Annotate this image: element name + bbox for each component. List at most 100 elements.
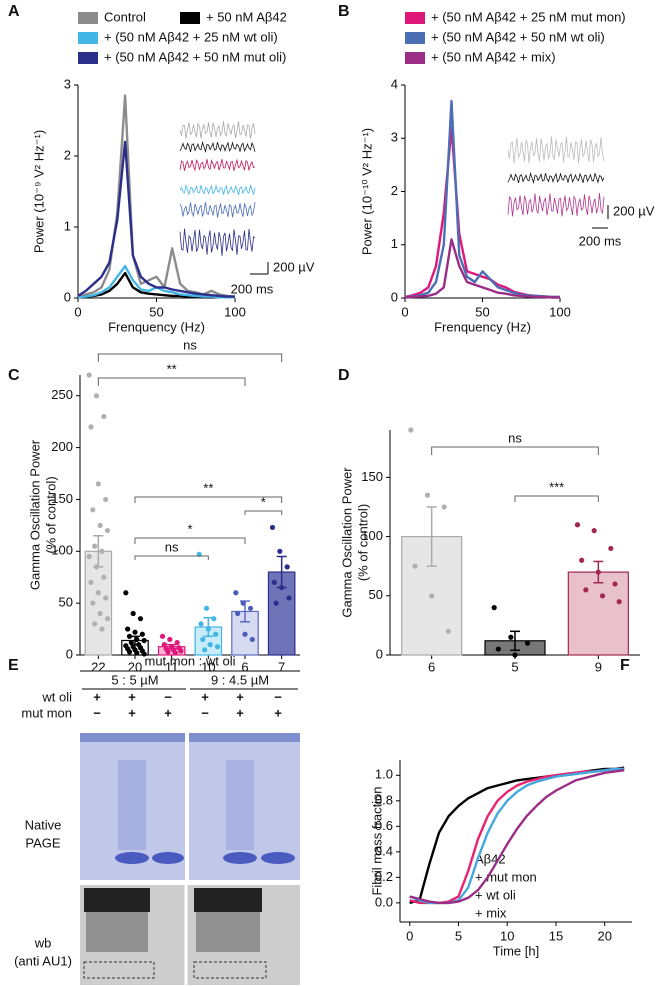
data-point	[408, 427, 414, 433]
significance-label: *	[261, 494, 266, 509]
data-point	[574, 522, 581, 528]
y-tick-label: 0	[64, 289, 71, 304]
legend-label: + 50 nM Aβ42	[206, 9, 287, 24]
x-tick-label: 20	[128, 659, 142, 674]
gel-label: wb	[34, 935, 52, 950]
y-tick-label: 0	[391, 289, 398, 304]
data-point	[101, 413, 107, 420]
significance-label: ***	[549, 479, 564, 494]
y-tick-label: 0.4	[375, 843, 393, 858]
x-tick-label: 10	[201, 659, 215, 674]
data-point	[137, 616, 144, 622]
x-axis-label: Frenquency (Hz)	[108, 319, 205, 334]
legend-label: Control	[104, 9, 146, 24]
legend-label: + wt oli	[475, 887, 516, 902]
y-tick-label: 250	[51, 387, 73, 402]
legend-label: + (50 nM Aβ42 + 50 nM mut oli)	[104, 49, 286, 64]
y-tick-label: 50	[59, 595, 73, 610]
sign: −	[274, 689, 282, 704]
y-axis-label: Fibril mass fraction	[369, 786, 384, 895]
data-point	[104, 616, 111, 622]
significance-label: ns	[183, 337, 197, 352]
panel-label: C	[8, 367, 20, 384]
data-point	[273, 600, 279, 606]
data-point	[97, 610, 103, 617]
legend-label: + (50 nM Aβ42 + mix)	[431, 49, 556, 64]
significance-label: ns	[508, 430, 522, 445]
data-point	[88, 579, 94, 586]
data-point	[207, 642, 213, 648]
ratio-label: mut mon : wt oli	[144, 653, 235, 668]
panel-label: F	[620, 657, 630, 674]
x-tick-label: 9	[595, 659, 602, 674]
significance-bracket	[134, 537, 246, 544]
significance-bracket	[134, 496, 283, 503]
row-label: mut mon	[21, 705, 72, 720]
data-point	[508, 634, 514, 640]
data-point	[95, 481, 101, 487]
y-axis-label: Power (10⁻¹⁰ V² Hz⁻¹)	[359, 128, 374, 255]
legend-label: Aβ42	[475, 851, 506, 866]
y-tick-label: 4	[391, 76, 398, 91]
data-point	[130, 610, 136, 617]
data-point	[583, 587, 589, 593]
data-point	[128, 639, 134, 646]
data-point	[95, 590, 101, 596]
gel-label: PAGE	[25, 835, 60, 850]
trace	[179, 202, 256, 218]
data-point	[524, 640, 531, 646]
trace	[179, 228, 256, 256]
x-tick-label: 0	[406, 928, 413, 943]
y-axis-label: (% of control)	[43, 476, 58, 553]
condition-label: 9 : 4.5 µM	[211, 672, 269, 687]
data-line	[77, 94, 236, 298]
data-point	[233, 590, 239, 596]
data-point	[200, 636, 206, 643]
data-point	[134, 636, 140, 643]
x-tick-label: 22	[91, 659, 105, 674]
dashed-box	[193, 961, 267, 979]
legend-label: + (50 nM Aβ42 + 25 nM mut mon)	[431, 9, 626, 24]
y-tick-label: 3	[64, 76, 71, 91]
data-point	[235, 610, 241, 617]
sign: −	[201, 705, 209, 720]
data-point	[412, 563, 418, 569]
scale-label: 200 ms	[579, 233, 622, 248]
data-point	[139, 631, 145, 637]
x-tick-label: 5	[511, 659, 518, 674]
sign: +	[274, 705, 282, 720]
data-point	[103, 595, 109, 601]
data-point	[99, 626, 105, 632]
x-tick-label: 11	[165, 659, 179, 674]
y-tick-label: 2	[64, 147, 71, 162]
data-point	[134, 650, 140, 656]
data-point	[104, 527, 111, 534]
y-tick-label: 1	[64, 218, 71, 233]
data-point	[167, 636, 173, 643]
x-tick-label: 5	[455, 928, 462, 943]
data-point	[178, 648, 184, 654]
y-axis-label: Gamma Oscillation Power	[27, 439, 42, 590]
y-tick-label: 2	[391, 183, 398, 198]
y-tick-label: 50	[369, 587, 383, 602]
trace	[507, 136, 605, 164]
data-point	[141, 637, 147, 644]
panel-label: E	[8, 657, 19, 674]
legend-swatch	[78, 12, 98, 24]
y-tick-label: 3	[391, 130, 398, 145]
y-axis-label: Gamma Oscillation Power	[339, 467, 354, 618]
x-tick-label: 7	[278, 659, 285, 674]
data-point	[491, 605, 497, 611]
sign: +	[164, 705, 172, 720]
data-point	[93, 393, 100, 399]
data-point	[103, 496, 109, 503]
x-tick-label: 100	[549, 304, 571, 319]
legend-swatch	[78, 32, 98, 44]
blot-smear	[86, 912, 148, 952]
y-axis-label: (% of control)	[355, 504, 370, 581]
gel-panel: E mut mon : wt oli 5 : 5 µM 9 : 4.5 µM w…	[8, 653, 300, 985]
panel-label: D	[338, 367, 350, 384]
x-tick-label: 50	[475, 304, 489, 319]
bar	[194, 626, 223, 656]
legend-label: + mix	[475, 905, 507, 920]
